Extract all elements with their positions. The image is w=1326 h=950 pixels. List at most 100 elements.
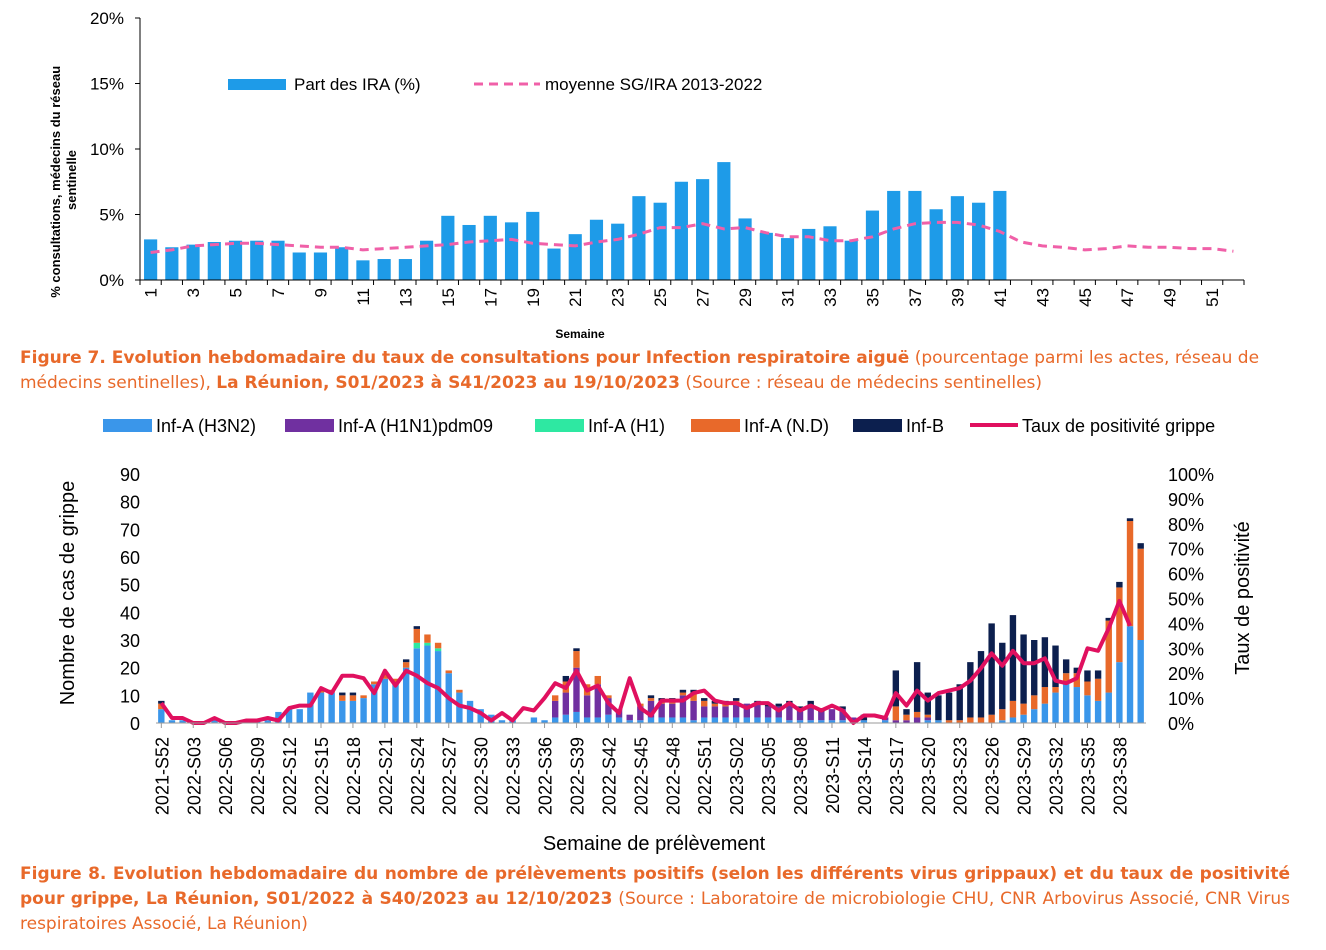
stacked-bar-segment — [701, 698, 708, 701]
x-tick-label: 2023-S02 — [727, 737, 747, 815]
y-tick-label: 10% — [90, 140, 124, 159]
stacked-bar-segment — [605, 714, 612, 723]
ira-bar — [398, 259, 412, 280]
x-tick-label: 2022-S12 — [280, 737, 300, 815]
x-tick-label: 21 — [566, 288, 585, 307]
stacked-bar-segment — [392, 678, 399, 685]
stacked-bar-segment — [903, 714, 910, 721]
y-tick-label: 10 — [120, 686, 140, 706]
stacked-bar-segment — [1094, 670, 1102, 679]
x-tick-label: 25 — [651, 288, 670, 307]
ira-bar — [420, 240, 434, 280]
stacked-bar-segment — [775, 703, 782, 707]
stacked-bar-segment — [647, 717, 655, 723]
stacked-bar-segment — [1094, 700, 1102, 723]
stacked-bar-segment — [1020, 703, 1027, 715]
ira-bar — [526, 211, 540, 280]
x-tick-label: 2022-S27 — [440, 737, 460, 815]
x-tick-label: 43 — [1033, 288, 1052, 307]
stacked-bar-segment — [1137, 543, 1144, 549]
stacked-bar-segment — [562, 692, 570, 715]
x-tick-label: 2023-S14 — [855, 737, 875, 815]
stacked-bar-segment — [158, 700, 165, 704]
x-tick-label: 9 — [311, 288, 330, 297]
ira-bar — [377, 259, 391, 280]
stacked-bar-segment — [967, 717, 974, 723]
ira-bar — [504, 222, 519, 280]
ira-bar — [738, 218, 752, 280]
stacked-bar-segment — [626, 714, 633, 721]
stacked-bar-segment — [583, 695, 591, 718]
stacked-bar-segment — [339, 695, 346, 701]
ira-bar — [250, 240, 264, 280]
stacked-bar-segment — [392, 684, 399, 723]
stacked-bar-segment — [1073, 687, 1080, 723]
stacked-bar-segment — [158, 709, 165, 723]
stacked-bar-segment — [434, 642, 442, 649]
x-tick-label: 39 — [948, 288, 967, 307]
ira-bar — [313, 252, 328, 280]
stacked-bar-segment — [424, 634, 431, 643]
stacked-bar-segment — [924, 717, 931, 721]
stacked-bar-segment — [679, 689, 687, 693]
stacked-bar-segment — [935, 720, 942, 723]
x-tick-label: 23 — [609, 288, 628, 307]
stacked-bar-segment — [903, 720, 910, 723]
ira-bar — [165, 247, 179, 280]
ira-consultation-chart: 0%5%10%15%20% 1 3 5 7 9 11 13 15 17 19 21 23 25 27 29 3… — [48, 9, 1245, 341]
y-tick-label: 0 — [130, 714, 140, 734]
stacked-bar-segment — [935, 695, 942, 721]
x-tick-label: 51 — [1203, 288, 1222, 307]
stacked-bar-segment — [583, 717, 591, 723]
influenza-cases-chart: Inf-A (H3N2) Inf-A (H1N1)pdm09 Inf-A (H1) I… — [57, 416, 1254, 855]
stacked-bar-segment — [1031, 695, 1038, 710]
stacked-bar-segment — [1116, 581, 1123, 588]
ira-bar — [844, 240, 858, 280]
stacked-bar-segment — [732, 703, 740, 718]
stacked-bar-segment — [360, 698, 367, 723]
stacked-bar-segment — [690, 692, 697, 701]
stacked-bar-segment — [605, 695, 612, 699]
stacked-bar-segment — [552, 700, 559, 718]
stacked-bar-segment — [1084, 670, 1091, 682]
ira-bar — [228, 240, 243, 280]
figure-8-caption: Figure 8. Evolution hebdomadaire du nomb… — [20, 864, 1290, 934]
y-axis-title-ira: % consultations, médecins du réseau sent… — [48, 62, 79, 298]
stacked-bar-segment — [413, 626, 420, 629]
y-tick-label: 70 — [120, 520, 140, 540]
y-tick-label: 5% — [99, 206, 124, 225]
y2-tick-label: 70% — [1168, 540, 1204, 560]
x-tick-label: 2022-S24 — [408, 737, 428, 815]
x-tick-label: 41 — [991, 288, 1010, 307]
positivity-rate-line — [159, 599, 1132, 725]
ira-bar — [335, 247, 349, 280]
ira-bars — [144, 162, 1007, 280]
stacked-bar-segment — [1105, 692, 1112, 723]
stacked-bar-segment — [605, 698, 612, 715]
y2-tick-label: 90% — [1168, 490, 1204, 510]
stacked-bar-segment — [264, 720, 271, 723]
stacked-bar-segment — [988, 623, 995, 715]
stacked-bar-segment — [1009, 615, 1017, 701]
stacked-bar-segment — [913, 711, 921, 718]
x-axis-title-prelevement: Semaine de prélèvement — [543, 833, 766, 855]
stacked-bar-segment — [477, 709, 484, 723]
stacked-bar-segment — [892, 670, 900, 707]
x-tick-label: 2022-S42 — [599, 737, 619, 815]
x-tick-label: 11 — [354, 288, 373, 306]
stacked-bar-segment — [945, 720, 953, 723]
stacked-bar-segment — [573, 648, 580, 652]
stacked-bar-segment — [679, 695, 687, 718]
stacked-bar-segment — [828, 709, 836, 721]
stacked-bar-segment — [647, 698, 655, 701]
stacked-bar-segment — [1009, 700, 1017, 718]
x-tick-label: 2023-S35 — [1078, 737, 1098, 815]
x-tick-label: 2021-S52 — [152, 737, 172, 815]
ira-bar — [696, 179, 710, 280]
y2-tick-label: 100% — [1168, 465, 1214, 485]
stacked-bar-segment — [381, 673, 389, 679]
x-tick-label: 2023-S17 — [887, 737, 907, 815]
stacked-bar-segment — [796, 706, 804, 710]
stacked-bar-segment — [211, 720, 218, 723]
x-tick-label: 2022-S30 — [472, 737, 492, 815]
